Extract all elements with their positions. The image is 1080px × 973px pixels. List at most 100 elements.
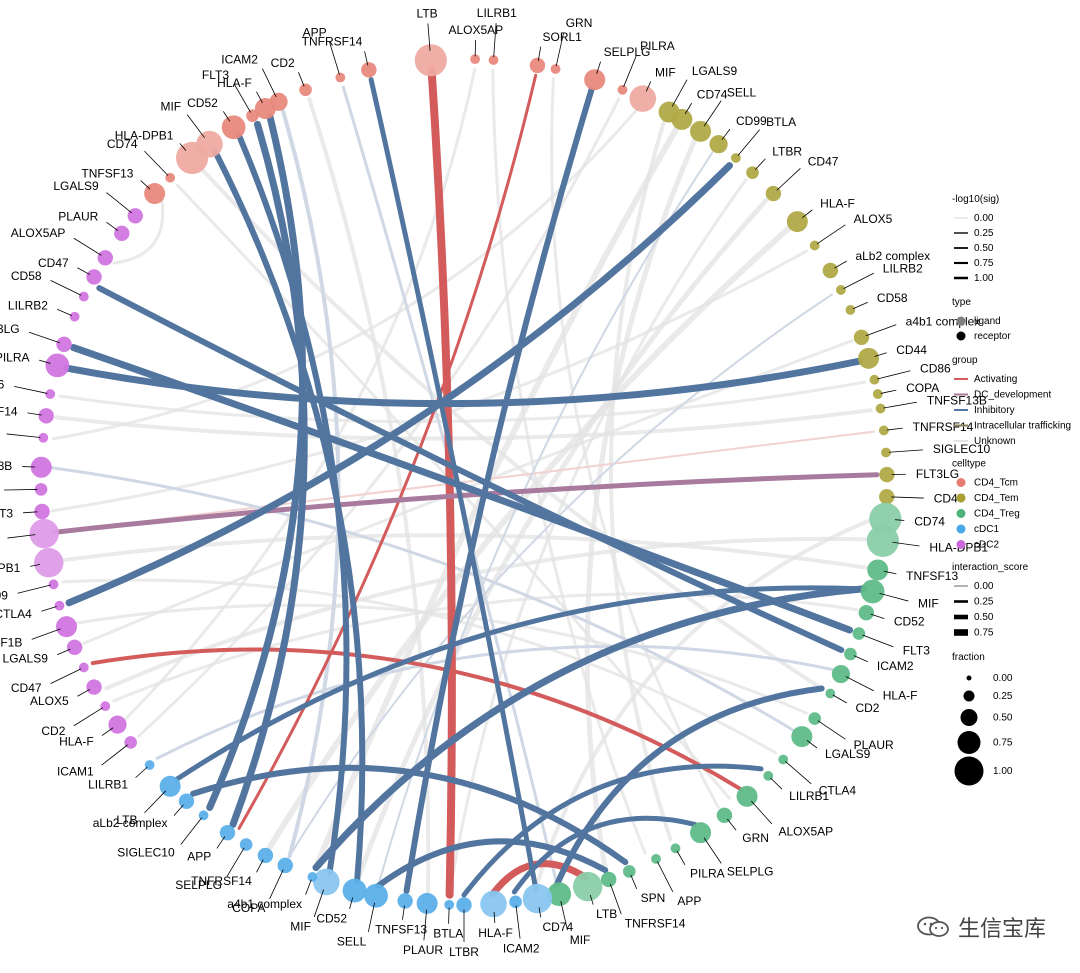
label-leader-line xyxy=(298,72,305,87)
label-leader-line xyxy=(703,100,722,127)
label-leader-line xyxy=(13,385,48,394)
label-leader-line xyxy=(832,694,847,704)
interaction-edge xyxy=(112,592,859,703)
gene-label: CD86 xyxy=(920,361,951,375)
label-leader-line xyxy=(589,894,594,905)
label-leader-line xyxy=(216,836,226,849)
gene-label: LGALS9 xyxy=(3,652,49,666)
gene-node xyxy=(78,662,89,673)
interaction-edge xyxy=(49,466,796,733)
gene-node xyxy=(809,240,820,251)
label-leader-line xyxy=(630,874,638,890)
label-leader-line xyxy=(256,91,263,104)
gene-node xyxy=(56,616,78,638)
legend-swatch-fraction xyxy=(957,731,981,754)
label-leader-line xyxy=(261,68,277,98)
label-leader-line xyxy=(880,389,897,394)
label-leader-line xyxy=(845,676,875,692)
gene-node xyxy=(835,285,846,295)
gene-node xyxy=(29,518,59,549)
label-leader-line xyxy=(853,655,868,663)
interaction-edge xyxy=(236,132,350,876)
legend-label-fraction: 0.25 xyxy=(993,691,1013,702)
legend-label-sig: 0.50 xyxy=(974,243,994,254)
gene-label: LTBR xyxy=(772,144,802,158)
gene-label: aLb2 complex xyxy=(855,249,930,263)
gene-node xyxy=(198,810,209,821)
gene-node xyxy=(853,329,870,346)
gene-label: CTLA4 xyxy=(819,783,857,797)
interaction-edge xyxy=(104,536,875,691)
gene-label: CD47 xyxy=(808,154,839,168)
gene-label: LILRB2 xyxy=(883,262,923,276)
gene-label: PLAUR xyxy=(58,209,98,223)
gene-node xyxy=(257,847,274,864)
interaction-edge xyxy=(267,224,793,850)
gene-label: LTB xyxy=(116,813,137,827)
label-leader-line xyxy=(101,744,128,766)
gene-node xyxy=(831,664,850,684)
label-leader-line xyxy=(726,818,737,831)
gene-node xyxy=(572,871,603,902)
label-leader-line xyxy=(364,51,369,66)
gene-node xyxy=(600,871,617,888)
gene-node xyxy=(361,62,377,78)
gene-label: TNFRSF14 xyxy=(191,874,252,888)
label-leader-line xyxy=(817,720,846,740)
label-leader-line xyxy=(31,628,61,640)
legend-label-sig: 0.75 xyxy=(974,258,994,269)
gene-label: HLA-F xyxy=(820,197,855,211)
legend-swatch-celltype xyxy=(956,540,966,549)
label-leader-line xyxy=(676,850,686,865)
label-leader-line xyxy=(623,55,637,88)
interaction-edge xyxy=(174,585,866,782)
gene-label: BTLA xyxy=(433,927,463,941)
gene-label: MIF xyxy=(655,65,676,79)
gene-node xyxy=(845,305,856,315)
legend-title-type: type xyxy=(952,297,971,308)
gene-label: COPA xyxy=(232,901,265,915)
gene-label: CD47 xyxy=(934,491,965,505)
interaction-edge xyxy=(206,113,307,811)
gene-label: CD2 xyxy=(41,724,65,738)
gene-node xyxy=(860,579,885,604)
label-leader-line xyxy=(555,32,564,67)
gene-node xyxy=(45,389,56,399)
gene-node xyxy=(239,838,253,851)
gene-label: TNFSF13 xyxy=(375,923,427,937)
gene-node xyxy=(246,109,259,122)
gene-label: APP xyxy=(303,26,327,40)
label-leader-line xyxy=(493,23,497,58)
gene-node xyxy=(822,262,839,279)
legend-label-fraction: 1.00 xyxy=(993,766,1013,777)
label-leader-line xyxy=(179,143,187,151)
label-leader-line xyxy=(888,449,923,453)
interaction-edge xyxy=(54,408,873,441)
gene-label: SPN xyxy=(641,891,666,905)
label-leader-line xyxy=(865,324,897,337)
label-leader-line xyxy=(750,800,773,825)
label-leader-line xyxy=(226,847,245,877)
gene-node xyxy=(45,353,70,378)
interaction-edge xyxy=(511,815,698,895)
gene-label: HLA-DPB1 xyxy=(0,561,21,575)
legend-title-fraction: fraction xyxy=(952,652,985,663)
interaction-edge xyxy=(61,578,778,755)
gene-labels: TNFRSF14LTBALOX5APLILRB1SORL1GRNSELPLGPI… xyxy=(0,6,991,959)
label-leader-line xyxy=(894,519,905,521)
gene-label: ICAM2 xyxy=(503,941,540,955)
label-leader-line xyxy=(427,23,431,51)
gene-node xyxy=(844,647,857,661)
gene-node xyxy=(97,250,113,266)
interaction-edge xyxy=(96,285,845,653)
label-leader-line xyxy=(73,707,103,727)
gene-node xyxy=(858,605,874,621)
label-leader-line xyxy=(816,224,846,245)
gene-label: LTB xyxy=(596,907,617,921)
legend-swatch-celltype xyxy=(956,478,966,487)
gene-label: LILRB1 xyxy=(88,777,128,791)
gene-label: MIF xyxy=(570,933,591,947)
label-leader-line xyxy=(27,412,42,416)
gene-label: CTLA4 xyxy=(0,607,32,621)
label-leader-line xyxy=(862,634,894,648)
